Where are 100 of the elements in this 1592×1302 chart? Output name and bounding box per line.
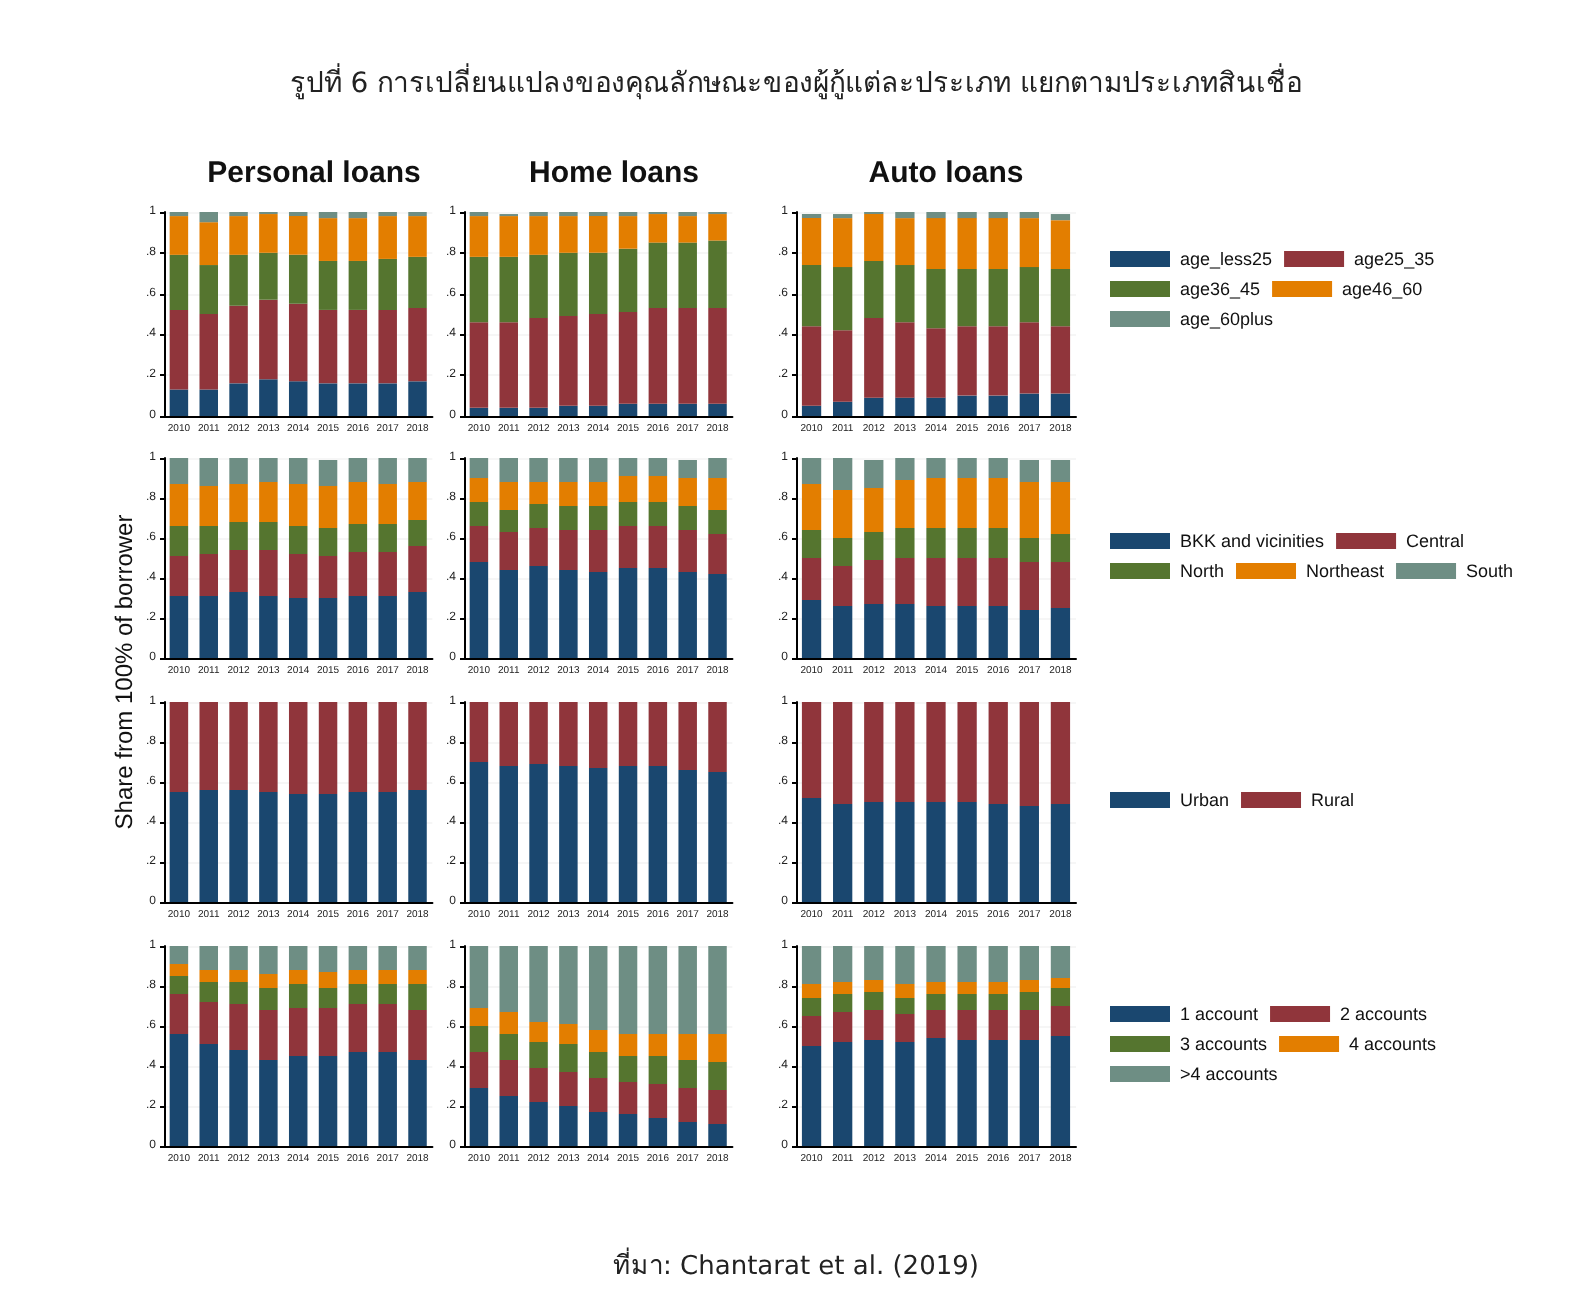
bar [169,994,189,1034]
bar [559,216,578,253]
bar [229,1050,248,1146]
bar [229,970,248,982]
bar [1050,534,1071,562]
legend-label: age36_45 [1180,279,1261,299]
chart-title: Home loans [528,156,700,190]
bar [318,218,338,261]
chart-title: Auto loans [868,156,1024,190]
bar [499,458,518,482]
bar [199,458,218,486]
bar [529,458,548,482]
bar [288,216,308,255]
bar [926,982,946,994]
bar [801,558,822,600]
bar [618,702,638,766]
bar [318,528,338,556]
bar [648,526,668,568]
bar [499,1034,518,1060]
bar [678,530,697,572]
bar [408,307,427,382]
bar [988,994,1008,1010]
bar [288,984,308,1008]
bar [499,482,518,510]
bar [588,572,608,658]
bar [288,970,308,984]
bar [588,458,608,482]
bar [169,484,189,526]
bar [926,458,946,478]
bar [199,790,218,902]
bar [926,478,946,528]
bar [259,702,278,792]
legend-label: North [1180,561,1225,581]
bar [199,526,218,554]
bar [864,214,884,261]
bar [957,218,977,270]
bar [318,794,338,902]
bar [469,478,489,502]
bar [259,522,278,550]
bar [1019,980,1039,992]
bar [318,1056,338,1146]
bar [318,486,338,528]
bar [864,460,884,488]
bar [708,946,727,1034]
bar [378,458,397,484]
bar [199,554,218,596]
bar [1050,1006,1071,1036]
bar [678,572,697,658]
bar [801,1046,822,1146]
bar [288,794,308,902]
bar [529,254,548,319]
bar [199,596,218,658]
bar [648,946,668,1034]
bar [1019,482,1039,538]
bar [199,486,218,526]
legend-label: age46_60 [1342,279,1423,299]
bar [1050,220,1071,270]
bar [229,383,248,416]
bar [957,702,977,802]
bar [588,768,608,902]
bar [1050,460,1071,482]
bar [259,596,278,658]
bar [259,214,278,253]
bar [957,1010,977,1040]
bar [895,528,915,558]
bar [618,502,638,526]
text: Share from 100% of borrower [110,514,138,830]
bar [1019,218,1039,268]
bar [229,1004,248,1050]
bar [801,530,822,558]
bar [378,984,397,1004]
bar [833,982,853,994]
bar [864,1040,884,1146]
bar [169,309,189,390]
bar [1019,806,1039,902]
legend-label: South [1466,561,1514,581]
bar [259,946,278,974]
bar [199,1002,218,1044]
bar [895,802,915,902]
bar [708,1090,727,1124]
bar [378,216,397,259]
bar [588,1112,608,1146]
bar [648,568,668,658]
bar [348,383,368,416]
bar [648,403,668,416]
bar [988,1040,1008,1146]
bar [318,460,338,486]
bar [618,248,638,312]
bar [499,407,518,416]
bar [648,1056,668,1084]
bar [988,558,1008,606]
bar [678,1122,697,1146]
legend-label: Rural [1311,790,1355,810]
bar [864,946,884,980]
bar [169,216,189,255]
text: รูปที่ 6 การเปลี่ยนแปลงของคุณลักษณะของผู้กู้แต่ละประเภท แยกตามประเภทสินเชื่อ [287,61,1305,104]
bar [259,299,278,380]
bar [259,1010,278,1060]
bar [833,566,853,606]
bar [229,946,248,970]
